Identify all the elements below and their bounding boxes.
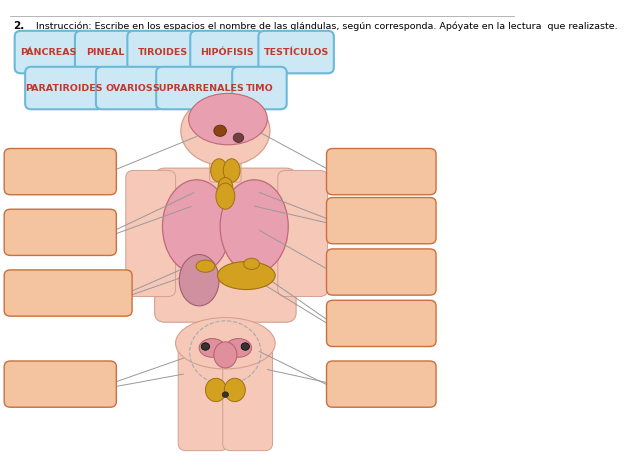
FancyBboxPatch shape <box>4 209 116 255</box>
FancyBboxPatch shape <box>327 300 436 347</box>
Text: HIPÓFISIS: HIPÓFISIS <box>200 48 254 57</box>
FancyBboxPatch shape <box>190 31 263 73</box>
FancyBboxPatch shape <box>178 334 228 451</box>
FancyBboxPatch shape <box>327 149 436 195</box>
Text: Instrucción: Escribe en los espacios el nombre de las glándulas, según correspon: Instrucción: Escribe en los espacios el … <box>36 21 617 30</box>
Ellipse shape <box>222 392 229 397</box>
FancyBboxPatch shape <box>75 31 135 73</box>
Ellipse shape <box>220 180 288 273</box>
Text: PARATIROIDES: PARATIROIDES <box>26 84 103 92</box>
FancyBboxPatch shape <box>327 249 436 295</box>
Ellipse shape <box>196 260 215 272</box>
Ellipse shape <box>241 343 250 350</box>
Ellipse shape <box>175 318 275 369</box>
FancyBboxPatch shape <box>327 361 436 407</box>
Ellipse shape <box>244 258 259 269</box>
Ellipse shape <box>216 183 235 209</box>
Ellipse shape <box>224 378 245 402</box>
Ellipse shape <box>201 343 210 350</box>
FancyBboxPatch shape <box>127 31 198 73</box>
Ellipse shape <box>214 342 237 368</box>
FancyBboxPatch shape <box>155 168 296 322</box>
Ellipse shape <box>225 339 252 357</box>
Text: PÁNCREAS: PÁNCREAS <box>21 48 76 57</box>
Ellipse shape <box>214 125 227 136</box>
FancyBboxPatch shape <box>4 361 116 407</box>
Ellipse shape <box>211 159 227 182</box>
Text: TIROIDES: TIROIDES <box>137 48 187 57</box>
Ellipse shape <box>218 177 232 196</box>
Ellipse shape <box>199 339 225 357</box>
FancyBboxPatch shape <box>232 67 287 109</box>
FancyBboxPatch shape <box>278 170 327 297</box>
FancyBboxPatch shape <box>25 67 103 109</box>
Ellipse shape <box>181 96 270 166</box>
FancyBboxPatch shape <box>156 67 239 109</box>
Ellipse shape <box>179 255 219 306</box>
Text: SUPRARRENALES: SUPRARRENALES <box>152 84 244 92</box>
FancyBboxPatch shape <box>223 334 272 451</box>
Ellipse shape <box>223 159 240 182</box>
Text: OVARIOS: OVARIOS <box>106 84 153 92</box>
FancyBboxPatch shape <box>96 67 164 109</box>
Ellipse shape <box>220 193 230 207</box>
Ellipse shape <box>233 133 244 142</box>
Text: PINEAL: PINEAL <box>85 48 124 57</box>
FancyBboxPatch shape <box>4 149 116 195</box>
Ellipse shape <box>205 378 227 402</box>
Ellipse shape <box>218 262 275 290</box>
FancyBboxPatch shape <box>15 31 82 73</box>
FancyBboxPatch shape <box>258 31 334 73</box>
Text: TESTÍCULOS: TESTÍCULOS <box>263 48 329 57</box>
Ellipse shape <box>189 93 267 145</box>
Text: TIMO: TIMO <box>245 84 273 92</box>
FancyBboxPatch shape <box>4 270 132 316</box>
FancyBboxPatch shape <box>210 145 241 182</box>
FancyBboxPatch shape <box>327 198 436 244</box>
Text: 2.: 2. <box>13 21 24 31</box>
Ellipse shape <box>162 180 230 273</box>
FancyBboxPatch shape <box>126 170 175 297</box>
